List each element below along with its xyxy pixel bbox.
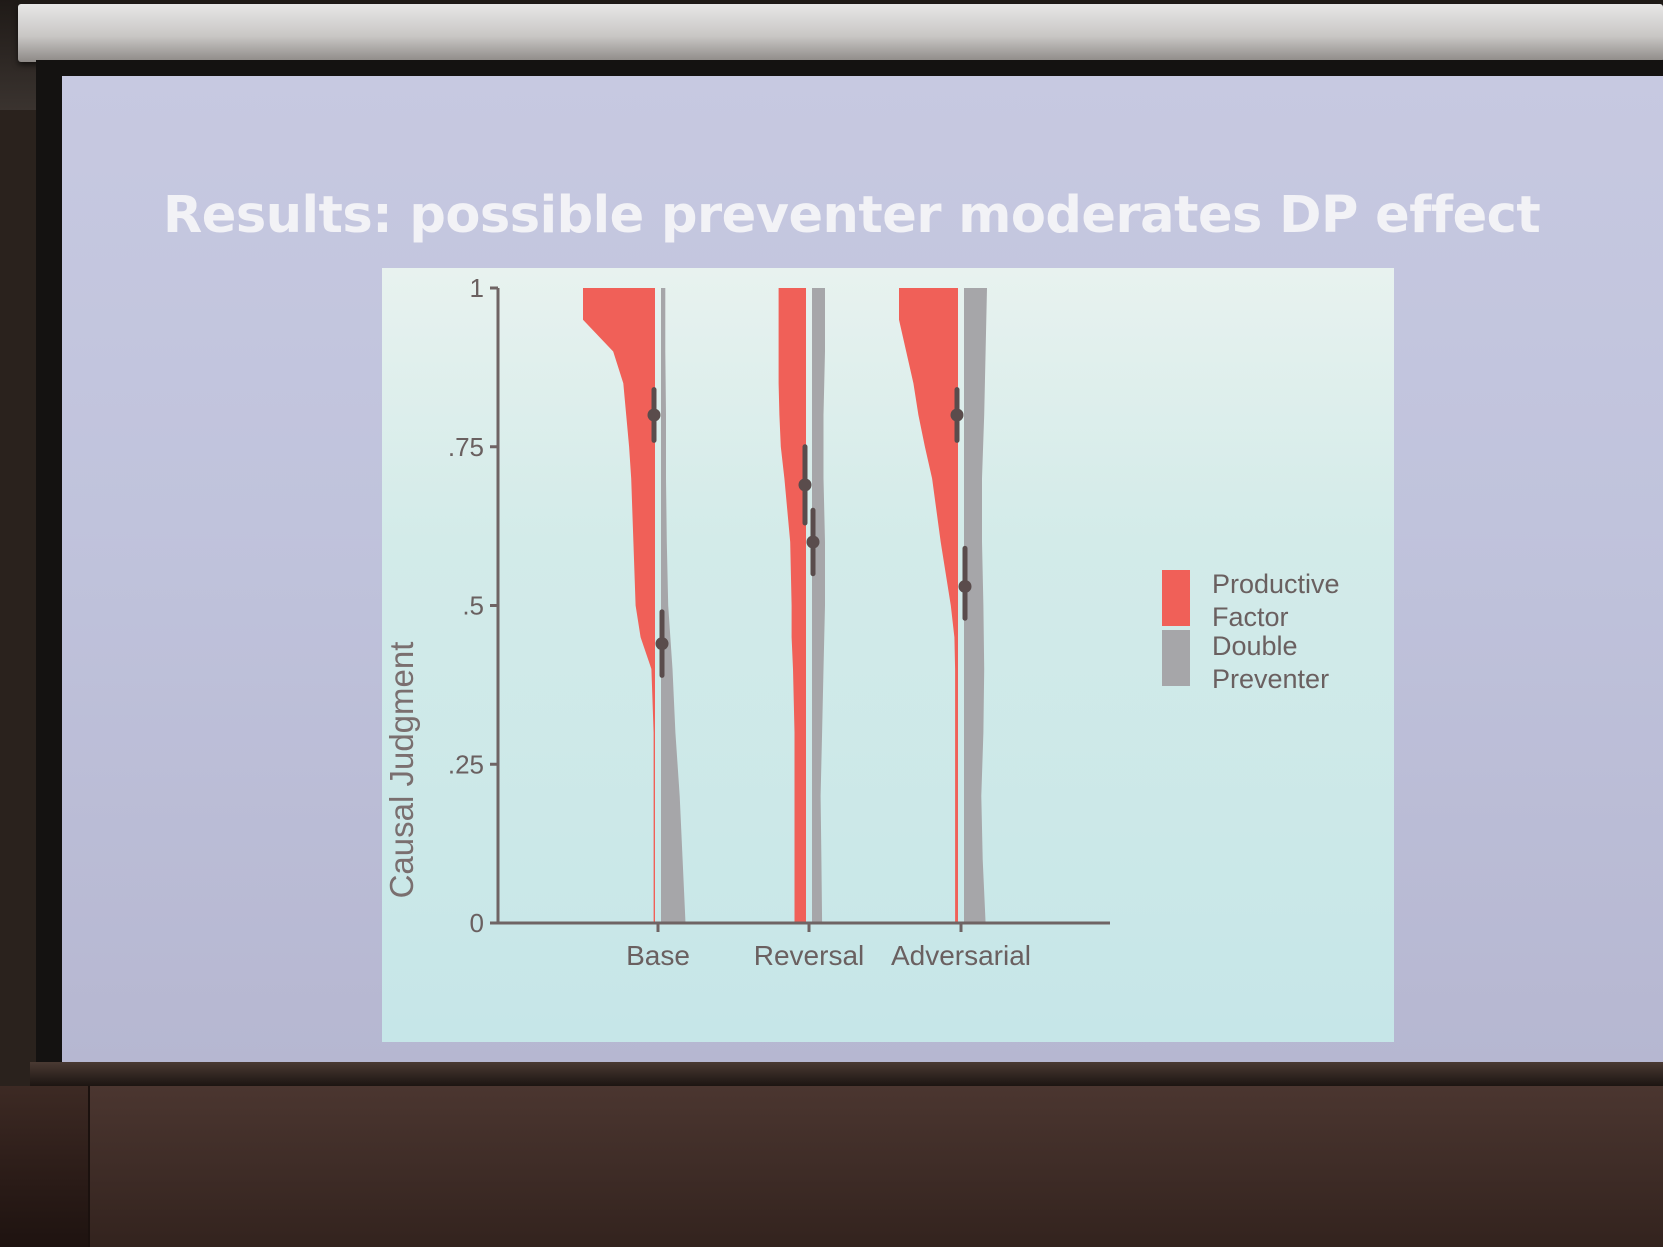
y-tick-label-4: 1 <box>470 273 484 303</box>
violin-double-preventer-adversarial <box>964 288 987 923</box>
x-tick-label-base: Base <box>626 940 690 971</box>
y-tick-label-2: .5 <box>462 591 484 621</box>
chart-panel: 0 .25 .5 .75 1 Base Reversal Adversarial <box>382 268 1394 1042</box>
legend-label-productive: Productive Factor <box>1212 568 1372 634</box>
y-axis-label: Causal Judgment <box>383 641 420 899</box>
violin-productive-reversal <box>778 288 806 923</box>
legend-label-double-preventer-line2: Preventer <box>1212 664 1330 694</box>
legend-label-productive-line2: Factor <box>1212 602 1289 632</box>
legend-swatch-productive <box>1162 570 1190 626</box>
violin-productive-base <box>583 288 655 923</box>
x-tick-label-adversarial: Adversarial <box>891 940 1031 971</box>
mean-point-double-preventer-base <box>655 637 669 651</box>
mean-point-productive-reversal <box>798 478 812 492</box>
legend-label-double-preventer: Double Preventer <box>1212 630 1372 696</box>
violin-double-preventer-base <box>661 288 686 923</box>
mean-point-productive-base <box>647 408 661 422</box>
mean-point-double-preventer-reversal <box>806 535 820 549</box>
legend-label-double-preventer-line1: Double <box>1212 631 1298 661</box>
wall-panel <box>88 1086 1663 1247</box>
mean-point-double-preventer-adversarial <box>958 579 972 593</box>
screen-bottom-bar <box>30 1062 1663 1086</box>
legend: Productive Factor Double Preventer <box>1162 568 1362 698</box>
y-tick-label-3: .75 <box>448 432 484 462</box>
y-tick-label-1: .25 <box>448 749 484 779</box>
violin-chart: 0 .25 .5 .75 1 Base Reversal Adversarial <box>448 273 1110 971</box>
x-tick-label-reversal: Reversal <box>754 940 864 971</box>
violin-double-preventer-reversal <box>812 288 825 923</box>
legend-label-productive-line1: Productive <box>1212 569 1340 599</box>
legend-swatch-double-preventer <box>1162 630 1190 686</box>
mean-point-productive-adversarial <box>950 408 964 422</box>
slide-title: Results: possible preventer moderates DP… <box>163 186 1541 245</box>
projector-screen-housing <box>18 4 1663 62</box>
violin-productive-adversarial <box>899 288 958 923</box>
y-tick-label-0: 0 <box>470 908 484 938</box>
